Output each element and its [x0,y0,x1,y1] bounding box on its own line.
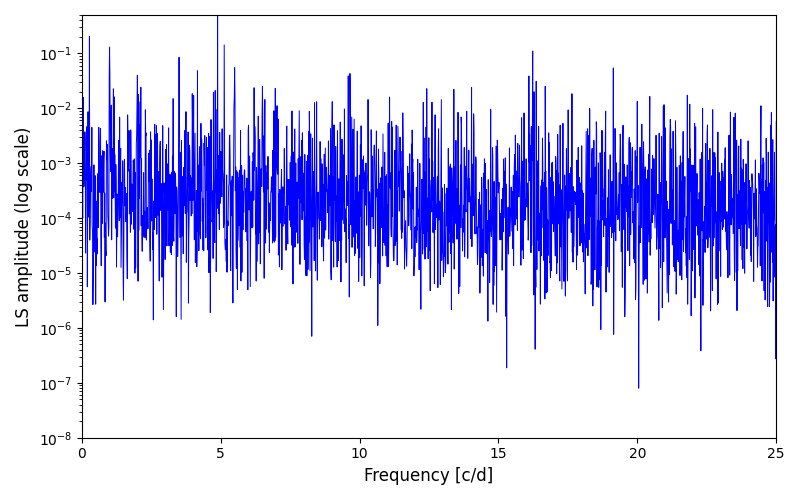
Y-axis label: LS amplitude (log scale): LS amplitude (log scale) [15,126,33,326]
X-axis label: Frequency [c/d]: Frequency [c/d] [364,467,494,485]
